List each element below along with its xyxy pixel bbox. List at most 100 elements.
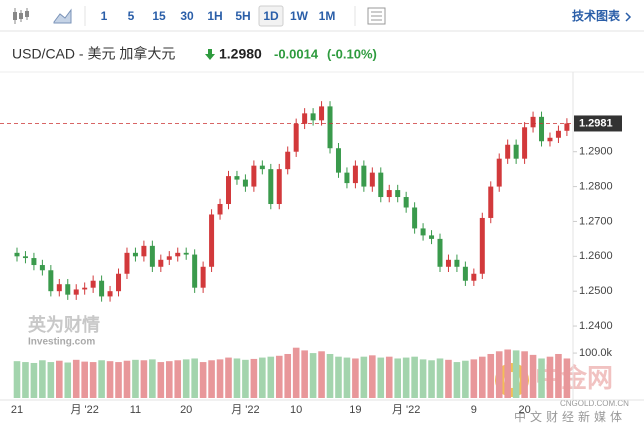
candle-body — [302, 113, 308, 124]
candle-body — [22, 256, 28, 259]
volume-bar — [157, 362, 165, 398]
volume-bar — [267, 356, 275, 398]
y-tick-label: 1.2600 — [579, 250, 613, 262]
candle-body — [564, 123, 570, 131]
volume-bar — [419, 359, 427, 398]
symbol: USD/CAD - 美元 加拿大元 — [12, 46, 175, 62]
candle-body — [403, 197, 409, 208]
candle-body — [505, 144, 511, 159]
volume-bar — [22, 362, 29, 398]
candle-body — [445, 259, 451, 267]
volume-bar — [199, 362, 207, 398]
site-url: CNGOLD.COM.CN — [560, 399, 629, 408]
volume-bar — [132, 359, 139, 398]
candle-body — [488, 186, 494, 218]
candle-body — [259, 165, 265, 170]
volume-bar — [529, 354, 537, 398]
candle-body — [183, 252, 189, 255]
volume-bar — [292, 347, 300, 398]
volume-bar — [470, 359, 478, 398]
brand-sub: Investing.com — [28, 337, 95, 348]
y-tick-label: 1.2500 — [579, 285, 613, 297]
interval-button[interactable]: 5H — [235, 9, 250, 23]
x-tick-label: 月 '22 — [231, 404, 259, 416]
volume-bar — [123, 360, 131, 398]
volume-bar — [352, 358, 359, 398]
candle-body — [141, 245, 147, 257]
volume-bar — [284, 353, 292, 398]
candle-body — [335, 148, 341, 173]
candle-body — [539, 116, 545, 142]
interval-button[interactable]: 30 — [180, 9, 194, 23]
volume-bar — [377, 357, 385, 398]
volume-bar — [64, 362, 72, 398]
last-price-tag — [574, 115, 622, 132]
x-tick-label: 20 — [518, 404, 530, 416]
candle-body — [192, 254, 198, 288]
volume-bar — [546, 356, 554, 398]
interval-button[interactable]: 5 — [128, 9, 135, 23]
settings-icon[interactable] — [367, 7, 386, 25]
candle-body — [217, 204, 223, 215]
volume-bar — [318, 351, 325, 398]
candle-body — [319, 106, 325, 121]
tech-chart-link[interactable]: 技术图表 — [572, 8, 621, 23]
interval-button[interactable]: 1 — [101, 9, 108, 23]
candle-body — [412, 207, 418, 229]
volume-bar — [216, 359, 224, 398]
price: 1.2980 — [219, 46, 262, 62]
candle-body — [429, 235, 435, 239]
y-tick-label: 1.2900 — [579, 146, 613, 158]
volume-bar — [360, 356, 368, 398]
down-arrow — [205, 49, 215, 60]
volume-bar — [98, 360, 105, 398]
interval-button[interactable]: 1D — [263, 9, 279, 23]
volume-bar — [301, 350, 308, 398]
candle-body — [513, 144, 519, 159]
candle-body — [14, 252, 20, 257]
volume-bar — [47, 362, 55, 398]
candle-body — [420, 228, 426, 236]
candle-body — [471, 273, 477, 281]
volume-bar — [479, 356, 486, 398]
candle-body — [73, 289, 79, 295]
interval-button[interactable]: 15 — [152, 9, 166, 23]
candle-body — [268, 169, 274, 205]
interval-button[interactable]: 1M — [319, 9, 336, 23]
candle-body — [327, 106, 333, 149]
candle-body — [251, 165, 257, 187]
candle-body — [124, 252, 130, 274]
volume-bar — [106, 361, 114, 398]
volume-bar — [563, 358, 571, 398]
candle-body — [166, 256, 172, 260]
candle-body — [132, 252, 138, 257]
site-sub: 中文财经新媒体 — [514, 409, 626, 424]
candle-body — [479, 217, 485, 274]
candle-body — [378, 172, 384, 198]
x-tick-label: 10 — [290, 404, 302, 416]
candle-body — [99, 280, 105, 297]
interval-button[interactable]: 1H — [207, 9, 222, 23]
candle-body — [82, 287, 88, 290]
interval-button[interactable]: 1W — [290, 9, 309, 23]
x-tick-label: 21 — [11, 404, 23, 416]
candle-body — [158, 259, 164, 267]
candle-body — [56, 284, 62, 292]
candle-body — [285, 151, 291, 170]
volume-bar — [149, 359, 156, 398]
candle-icon[interactable] — [13, 8, 29, 24]
volume-bar — [369, 355, 376, 398]
volume-bar — [89, 362, 97, 398]
candle-body — [369, 172, 375, 187]
candle-body — [361, 165, 367, 187]
volume-bar — [462, 360, 469, 398]
volume-bar — [402, 357, 410, 398]
volume-bar — [174, 360, 182, 398]
volume-bar — [335, 356, 342, 398]
line-icon[interactable] — [53, 8, 72, 24]
volume-bar — [487, 353, 495, 398]
volume-bar — [445, 359, 452, 398]
candle-body — [48, 270, 54, 292]
